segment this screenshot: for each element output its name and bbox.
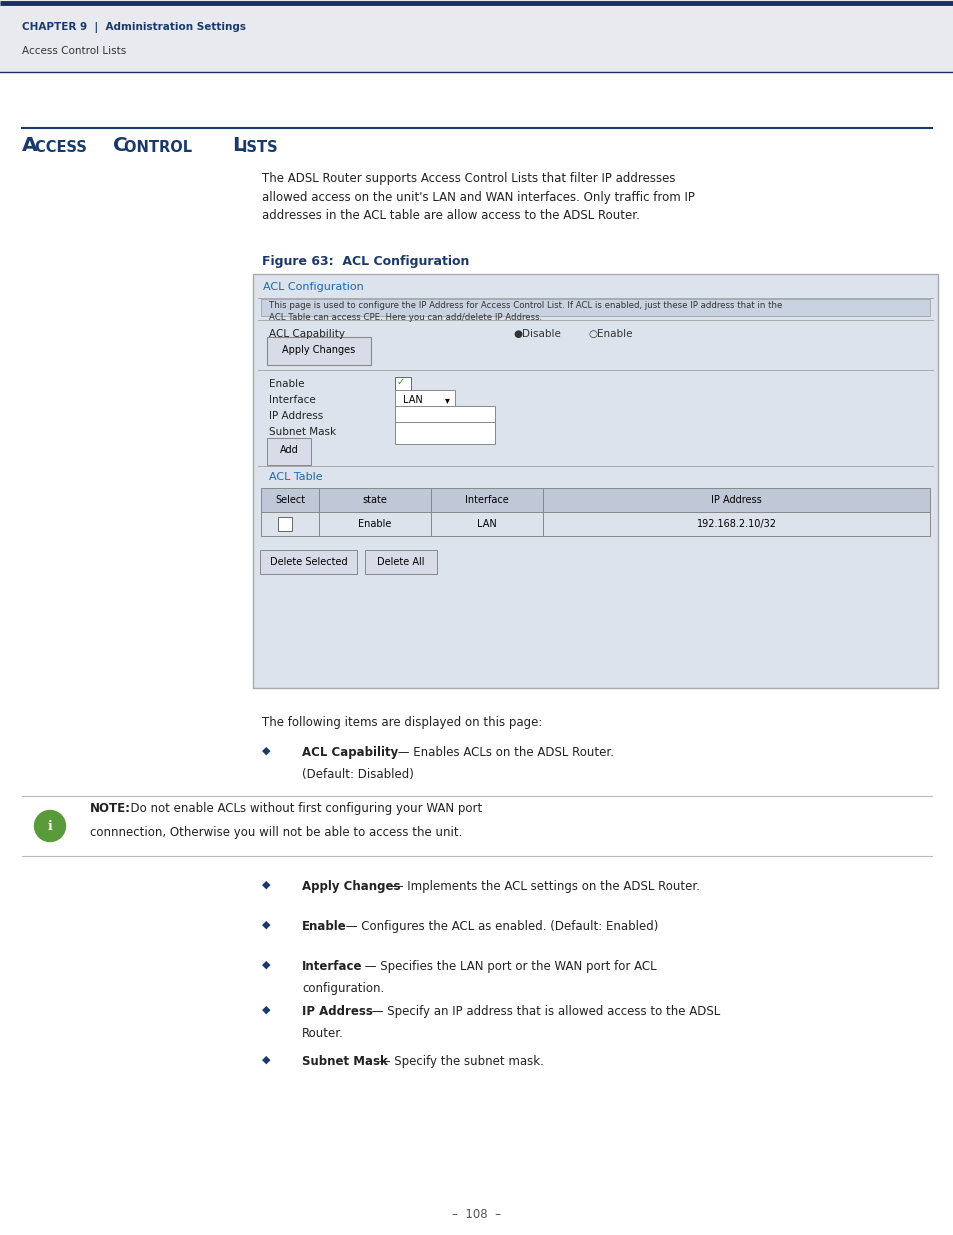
Circle shape [34, 810, 66, 841]
FancyBboxPatch shape [267, 337, 371, 366]
Text: Enable: Enable [358, 519, 392, 529]
Bar [0, 0, 953, 72]
Bar [395, 377, 411, 393]
Text: This page is used to configure the IP Address for Access Control List. If ACL is: This page is used to configure the IP Ad… [269, 301, 781, 322]
FancyBboxPatch shape [365, 550, 436, 574]
Text: Subnet Mask: Subnet Mask [269, 427, 335, 437]
Text: ACL Table: ACL Table [269, 472, 322, 482]
Text: Interface: Interface [302, 960, 362, 973]
Text: ◆: ◆ [262, 746, 271, 756]
Text: — Enables ACLs on the ADSL Router.: — Enables ACLs on the ADSL Router. [394, 746, 614, 760]
Text: Delete All: Delete All [376, 557, 424, 567]
Text: A: A [22, 136, 37, 156]
Text: ACL Capability: ACL Capability [302, 746, 397, 760]
Text: Select: Select [274, 495, 305, 505]
Text: Enable: Enable [302, 920, 346, 932]
Text: state: state [362, 495, 387, 505]
Text: Subnet Mask: Subnet Mask [302, 1055, 387, 1068]
Text: 192.168.2.10/32: 192.168.2.10/32 [696, 519, 776, 529]
Text: — Configures the ACL as enabled. (Default: Enabled): — Configures the ACL as enabled. (Defaul… [341, 920, 658, 932]
Bar [395, 390, 455, 412]
Text: Do not enable ACLs without first configuring your WAN port: Do not enable ACLs without first configu… [123, 802, 482, 815]
FancyBboxPatch shape [260, 550, 356, 574]
Text: LAN: LAN [402, 395, 422, 405]
Text: Interface: Interface [465, 495, 508, 505]
Text: ONTROL: ONTROL [124, 140, 197, 156]
Text: NOTE:: NOTE: [90, 802, 131, 815]
Text: ●Disable: ●Disable [513, 329, 560, 338]
Text: ISTS: ISTS [242, 140, 278, 156]
Bar [253, 274, 937, 688]
Text: Interface: Interface [269, 395, 315, 405]
Text: ACL Configuration: ACL Configuration [263, 282, 363, 291]
Text: The following items are displayed on this page:: The following items are displayed on thi… [262, 716, 542, 729]
Bar [395, 406, 495, 429]
Text: — Specify an IP address that is allowed access to the ADSL: — Specify an IP address that is allowed … [368, 1005, 720, 1018]
Bar [261, 299, 929, 316]
Text: LAN: LAN [476, 519, 497, 529]
Text: Figure 63:  ACL Configuration: Figure 63: ACL Configuration [262, 254, 469, 268]
Text: — Implements the ACL settings on the ADSL Router.: — Implements the ACL settings on the ADS… [387, 881, 700, 893]
Text: configuration.: configuration. [302, 982, 384, 995]
Text: ACL Capability: ACL Capability [269, 329, 345, 338]
Text: L: L [232, 136, 245, 156]
Text: connnection, Otherwise you will not be able to access the unit.: connnection, Otherwise you will not be a… [90, 826, 462, 839]
Text: ◆: ◆ [262, 1005, 271, 1015]
Text: CHAPTER 9  |  Administration Settings: CHAPTER 9 | Administration Settings [22, 22, 246, 33]
Text: C: C [112, 136, 128, 156]
Text: (Default: Disabled): (Default: Disabled) [302, 768, 414, 781]
Text: — Specifies the LAN port or the WAN port for ACL: — Specifies the LAN port or the WAN port… [361, 960, 657, 973]
Text: ◆: ◆ [262, 960, 271, 969]
Text: i: i [48, 820, 52, 832]
Text: Enable: Enable [269, 379, 304, 389]
Text: ○Enable: ○Enable [587, 329, 632, 338]
Text: ▾: ▾ [444, 395, 450, 405]
FancyBboxPatch shape [267, 438, 311, 466]
Text: ◆: ◆ [262, 881, 271, 890]
Text: The ADSL Router supports Access Control Lists that filter IP addresses
allowed a: The ADSL Router supports Access Control … [262, 172, 694, 222]
Text: Apply Changes: Apply Changes [302, 881, 400, 893]
Text: Router.: Router. [302, 1028, 343, 1040]
Bar [395, 422, 495, 445]
Bar [261, 488, 929, 513]
Text: –  108  –: – 108 – [452, 1209, 501, 1221]
Bar [261, 513, 929, 536]
Text: Access Control Lists: Access Control Lists [22, 46, 126, 56]
Text: — Specify the subnet mask.: — Specify the subnet mask. [375, 1055, 543, 1068]
Text: ◆: ◆ [262, 1055, 271, 1065]
Text: Delete Selected: Delete Selected [270, 557, 347, 567]
Text: IP Address: IP Address [269, 411, 323, 421]
Text: Apply Changes: Apply Changes [282, 345, 355, 354]
Text: CCESS: CCESS [35, 140, 91, 156]
Text: ◆: ◆ [262, 920, 271, 930]
Text: ✓: ✓ [396, 378, 405, 388]
Text: IP Address: IP Address [302, 1005, 373, 1018]
Text: IP Address: IP Address [710, 495, 761, 505]
Bar [277, 517, 292, 531]
Text: Add: Add [279, 445, 298, 454]
